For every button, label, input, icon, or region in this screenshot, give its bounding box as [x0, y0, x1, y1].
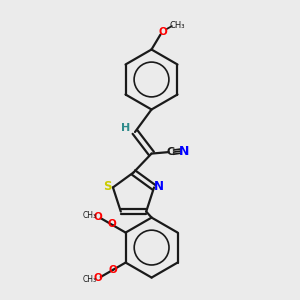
- Text: O: O: [108, 219, 116, 229]
- Text: CH₃: CH₃: [169, 21, 185, 30]
- Text: S: S: [103, 180, 112, 193]
- Text: O: O: [158, 27, 167, 37]
- Text: O: O: [94, 212, 103, 222]
- Text: H: H: [121, 123, 130, 134]
- Text: CH₃: CH₃: [83, 211, 97, 220]
- Text: CH₃: CH₃: [83, 275, 97, 284]
- Text: O: O: [108, 265, 117, 275]
- Text: N: N: [154, 180, 164, 193]
- Text: O: O: [94, 274, 103, 284]
- Text: C: C: [166, 147, 174, 157]
- Text: N: N: [179, 145, 190, 158]
